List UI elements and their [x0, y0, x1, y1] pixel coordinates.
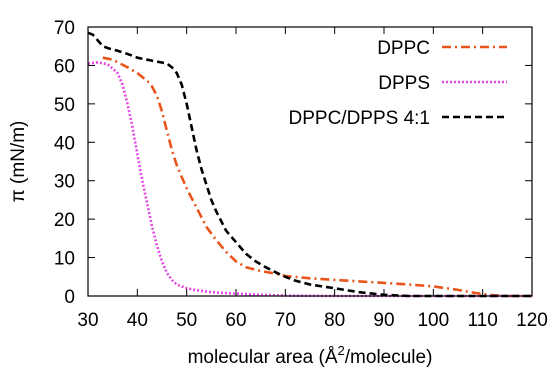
- y-tick-label: 70: [54, 18, 75, 39]
- y-tick-label: 40: [54, 133, 75, 154]
- series-line: [87, 31, 532, 298]
- y-tick-label: 0: [64, 287, 75, 308]
- x-tick-label: 90: [373, 310, 394, 331]
- legend-label: DPPC: [377, 38, 430, 59]
- legend: DPPC DPPS DPPC/DPPS 4:1: [289, 38, 507, 129]
- x-tick-label: 80: [324, 310, 345, 331]
- legend-label: DPPC/DPPS 4:1: [289, 108, 431, 129]
- x-tick-label: 110: [468, 310, 498, 331]
- y-tick-label: 50: [54, 95, 75, 116]
- x-tick-label: 60: [225, 310, 246, 331]
- x-tick-label: 120: [516, 310, 548, 331]
- y-tick-label: 60: [54, 56, 75, 77]
- y-tick-label: 30: [54, 172, 75, 193]
- plot-frame: [87, 26, 533, 297]
- series-layer: [87, 31, 532, 298]
- y-tick-label: 10: [54, 249, 75, 270]
- x-tick-label: 40: [127, 310, 148, 331]
- y-axis-label: π (mN/m): [8, 121, 29, 203]
- x-tick-label: 70: [275, 310, 296, 331]
- series-line: [102, 56, 532, 298]
- x-axis-label: molecular area (Å2/molecule): [188, 343, 433, 368]
- y-tick-label: 20: [54, 210, 75, 231]
- ticks-layer: 30 40 50 60 70 80 90 100 110 120 0 10 20 30 40 50 60 70: [54, 18, 548, 331]
- x-tick-label: 100: [417, 310, 449, 331]
- x-tick-label: 50: [176, 310, 197, 331]
- legend-label: DPPS: [378, 73, 430, 94]
- x-tick-label: 30: [77, 310, 98, 331]
- series-line: [87, 61, 532, 298]
